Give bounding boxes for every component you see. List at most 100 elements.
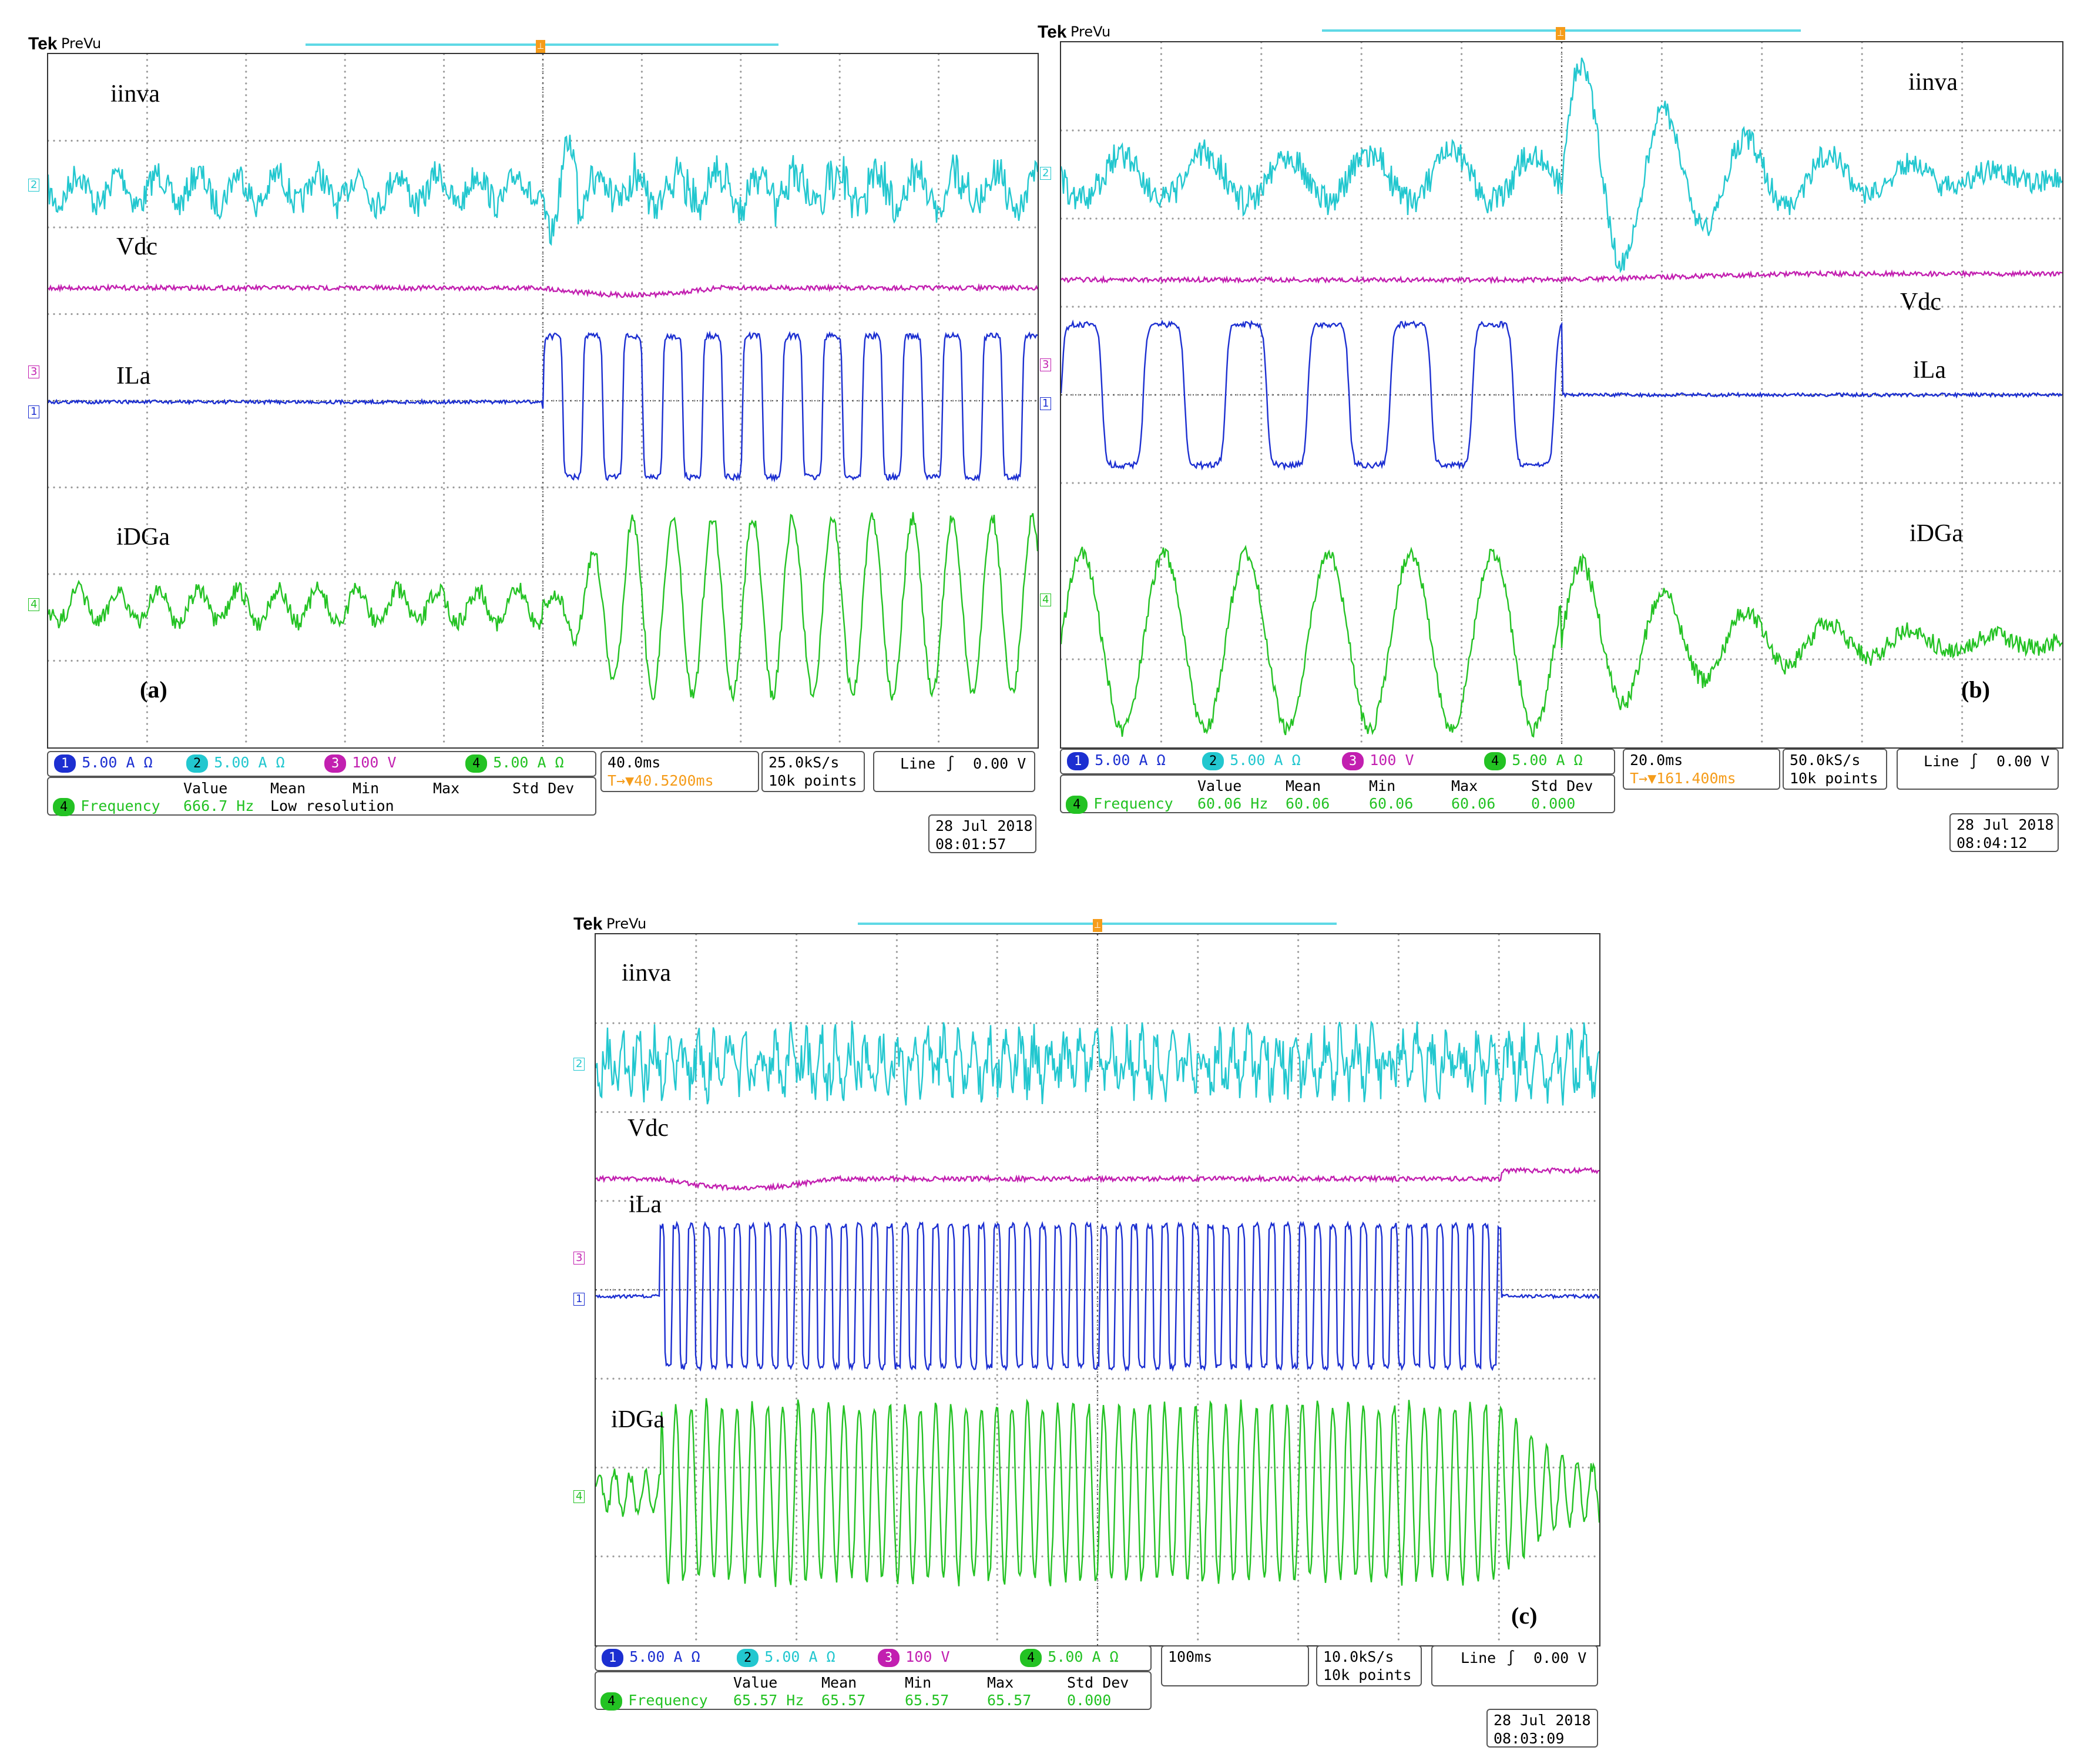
ch3-marker[interactable]: 3 bbox=[573, 1252, 585, 1265]
measurement-readout[interactable]: Value Mean Min Max Std Dev 4 Frequency 60… bbox=[1060, 774, 1615, 814]
ch2-marker[interactable]: 2 bbox=[573, 1058, 585, 1071]
trigger-mode: Line bbox=[900, 755, 936, 772]
trace-iinva bbox=[1061, 57, 2062, 274]
sample-rate: 10.0kS/s bbox=[1323, 1648, 1394, 1665]
meas-name: Frequency bbox=[1093, 795, 1173, 812]
ch1-badge: 1 bbox=[54, 754, 76, 773]
label-ila: ILa bbox=[116, 363, 151, 390]
ch2-marker[interactable]: 2 bbox=[1040, 167, 1052, 180]
ch1-unit: Ω bbox=[691, 1648, 700, 1665]
label-vdc: Vdc bbox=[116, 233, 157, 260]
meas-value: 60.06 Hz bbox=[1197, 795, 1268, 812]
meas-ch-badge: 4 bbox=[600, 1692, 623, 1711]
timebase-readout[interactable]: 100ms bbox=[1161, 1645, 1309, 1686]
ch1-badge: 1 bbox=[602, 1649, 624, 1667]
meas-value: 666.7 Hz bbox=[183, 797, 254, 814]
trigger-position-icon: T→ bbox=[608, 772, 626, 789]
ch2-marker[interactable]: 2 bbox=[28, 179, 40, 192]
ch3-marker[interactable]: 3 bbox=[1040, 358, 1052, 371]
channel-readout[interactable]: 1 5.00 A Ω 2 5.00 A Ω 3 100 V 4 5.00 A Ω bbox=[1060, 749, 1615, 774]
meas-mean: 65.57 bbox=[821, 1692, 866, 1709]
trace-idga bbox=[48, 512, 1038, 703]
figure-label: (a) bbox=[140, 676, 167, 703]
trace-ila bbox=[596, 1220, 1599, 1372]
measurement-readout[interactable]: Value Mean Min Max Std Dev 4 Frequency 65… bbox=[595, 1671, 1152, 1711]
mode-label: PreVu bbox=[1070, 24, 1111, 40]
trace-vdc bbox=[48, 283, 1038, 299]
ch4-unit: Ω bbox=[1109, 1648, 1119, 1665]
label-idga: iDGa bbox=[1910, 520, 1963, 547]
waveform-display[interactable] bbox=[1060, 41, 2063, 749]
sample-rate: 50.0kS/s bbox=[1790, 752, 1861, 769]
meas-header-stddev: Std Dev bbox=[1067, 1674, 1129, 1691]
acquisition-readout[interactable]: 25.0kS/s 10k points bbox=[761, 751, 865, 792]
acquisition-readout[interactable]: 50.0kS/s 10k points bbox=[1783, 749, 1887, 790]
ch4-scale: 5.00 A bbox=[1048, 1648, 1101, 1665]
ch1-scale: 5.00 A bbox=[82, 754, 135, 771]
acquisition-readout[interactable]: 10.0kS/s 10k points bbox=[1316, 1645, 1422, 1686]
timebase-readout[interactable]: 20.0ms T→▼161.400ms bbox=[1623, 749, 1780, 790]
ch2-unit: Ω bbox=[826, 1648, 835, 1665]
ch4-badge: 4 bbox=[1484, 752, 1506, 770]
ch1-marker[interactable]: 1 bbox=[573, 1293, 585, 1306]
trigger-readout[interactable]: Line ∫ 0.00 V bbox=[1897, 749, 2059, 790]
ch1-marker[interactable]: 1 bbox=[1040, 397, 1052, 410]
trigger-readout[interactable]: Line ∫ 0.00 V bbox=[1431, 1645, 1598, 1686]
meas-header-max: Max bbox=[987, 1674, 1014, 1691]
label-idga: iDGa bbox=[116, 524, 170, 551]
meas-header-mean: Mean bbox=[821, 1674, 857, 1691]
trace-idga bbox=[1061, 545, 2062, 738]
ch2-badge: 2 bbox=[1202, 752, 1224, 770]
waveform-display[interactable] bbox=[47, 53, 1039, 749]
trace-vdc bbox=[596, 1166, 1599, 1192]
meas-header-min: Min bbox=[1369, 777, 1396, 794]
meas-name: Frequency bbox=[628, 1692, 708, 1709]
datetime-readout: 28 Jul 2018 08:03:09 bbox=[1486, 1709, 1598, 1748]
center-marker-icon: ⊥ bbox=[536, 40, 545, 53]
ch3-marker[interactable]: 3 bbox=[28, 365, 40, 378]
measurement-readout[interactable]: Value Mean Min Max Std Dev 4 Frequency 66… bbox=[47, 777, 596, 816]
ch4-unit: Ω bbox=[1573, 752, 1583, 769]
timebase-readout[interactable]: 40.0ms T→▼40.5200ms bbox=[600, 751, 759, 792]
label-vdc: Vdc bbox=[627, 1115, 669, 1142]
meas-header-max: Max bbox=[1451, 777, 1478, 794]
meas-header-stddev: Std Dev bbox=[512, 780, 575, 797]
ch4-marker[interactable]: 4 bbox=[573, 1490, 585, 1503]
date: 28 Jul 2018 bbox=[1957, 816, 2054, 833]
meas-header-mean: Mean bbox=[1286, 777, 1321, 794]
ch1-marker[interactable]: 1 bbox=[28, 405, 40, 418]
trigger-position-icon: T→ bbox=[1630, 770, 1648, 787]
trigger-readout[interactable]: Line ∫ 0.00 V bbox=[873, 751, 1035, 792]
datetime-readout: 28 Jul 2018 08:01:57 bbox=[928, 814, 1036, 853]
ch2-scale: 5.00 A bbox=[764, 1648, 818, 1665]
rising-edge-icon: ∫ bbox=[1506, 1649, 1516, 1666]
rising-edge-icon: ∫ bbox=[1969, 753, 1979, 770]
meas-header-min: Min bbox=[353, 780, 380, 797]
label-vdc: Vdc bbox=[1900, 289, 1941, 316]
ch4-marker[interactable]: 4 bbox=[28, 598, 40, 611]
label-iinva: iinva bbox=[110, 81, 160, 108]
trigger-level: 0.00 V bbox=[973, 755, 1026, 772]
ch3-badge: 3 bbox=[324, 754, 347, 773]
trigger-position: ▼40.5200ms bbox=[625, 772, 714, 789]
meas-header-stddev: Std Dev bbox=[1531, 777, 1593, 794]
meas-min: 60.06 bbox=[1369, 795, 1414, 812]
ch2-badge: 2 bbox=[737, 1649, 759, 1667]
rising-edge-icon: ∫ bbox=[946, 755, 955, 772]
channel-readout[interactable]: 1 5.00 A Ω 2 5.00 A Ω 3 100 V 4 5.00 A Ω bbox=[47, 751, 596, 777]
meas-note: Low resolution bbox=[270, 797, 394, 814]
meas-header-value: Value bbox=[1197, 777, 1242, 794]
date: 28 Jul 2018 bbox=[935, 817, 1033, 834]
meas-stddev: 0.000 bbox=[1531, 795, 1576, 812]
datetime-readout: 28 Jul 2018 08:04:12 bbox=[1949, 813, 2059, 852]
ch4-marker[interactable]: 4 bbox=[1040, 593, 1052, 606]
trace-iinva bbox=[596, 1020, 1599, 1106]
channel-readout[interactable]: 1 5.00 A Ω 2 5.00 A Ω 3 100 V 4 5.00 A Ω bbox=[595, 1645, 1152, 1671]
label-ila: iLa bbox=[629, 1191, 662, 1218]
brand-label: Tek bbox=[1038, 22, 1067, 42]
ch2-unit: Ω bbox=[1291, 752, 1301, 769]
meas-max: 60.06 bbox=[1451, 795, 1496, 812]
waveform-display[interactable] bbox=[595, 933, 1600, 1646]
ch4-unit: Ω bbox=[555, 754, 564, 771]
meas-mean: 60.06 bbox=[1286, 795, 1330, 812]
